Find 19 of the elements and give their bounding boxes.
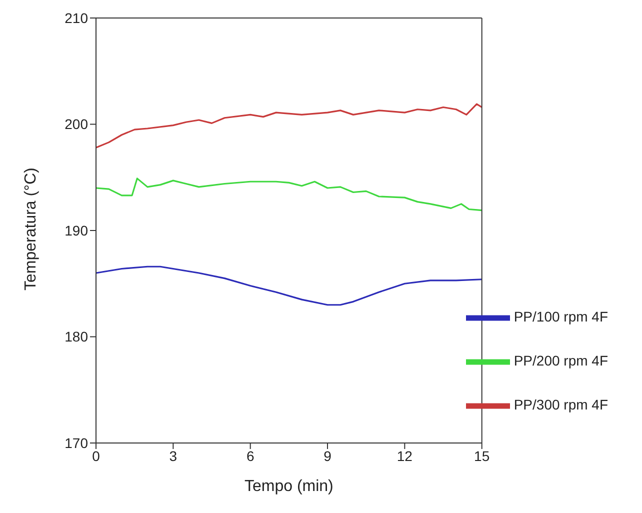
line-series [96,266,482,306]
x-tick-label: 15 [474,448,490,464]
y-tick-label: 200 [64,116,88,132]
y-tick-label: 170 [64,434,88,451]
line-series [96,103,482,148]
x-tick-label: 9 [324,448,332,464]
x-tick-label: 6 [246,448,254,464]
y-tick-label: 190 [64,222,88,238]
x-tick-label: 0 [92,448,100,464]
x-axis-title: Tempo (min) [244,478,334,495]
y-tick-label: 210 [64,10,88,26]
x-tick-label: 12 [396,448,413,464]
y-axis-title: Temperatura (°C) [22,168,40,290]
legend-label: PP/300 rpm 4F [514,396,608,413]
line-series [96,178,482,212]
legend-label: PP/100 rpm 4F [514,308,608,325]
x-tick-label: 3 [169,448,178,464]
y-tick-label: 180 [64,328,88,345]
legend-label: PP/200 rpm 4F [514,352,608,369]
